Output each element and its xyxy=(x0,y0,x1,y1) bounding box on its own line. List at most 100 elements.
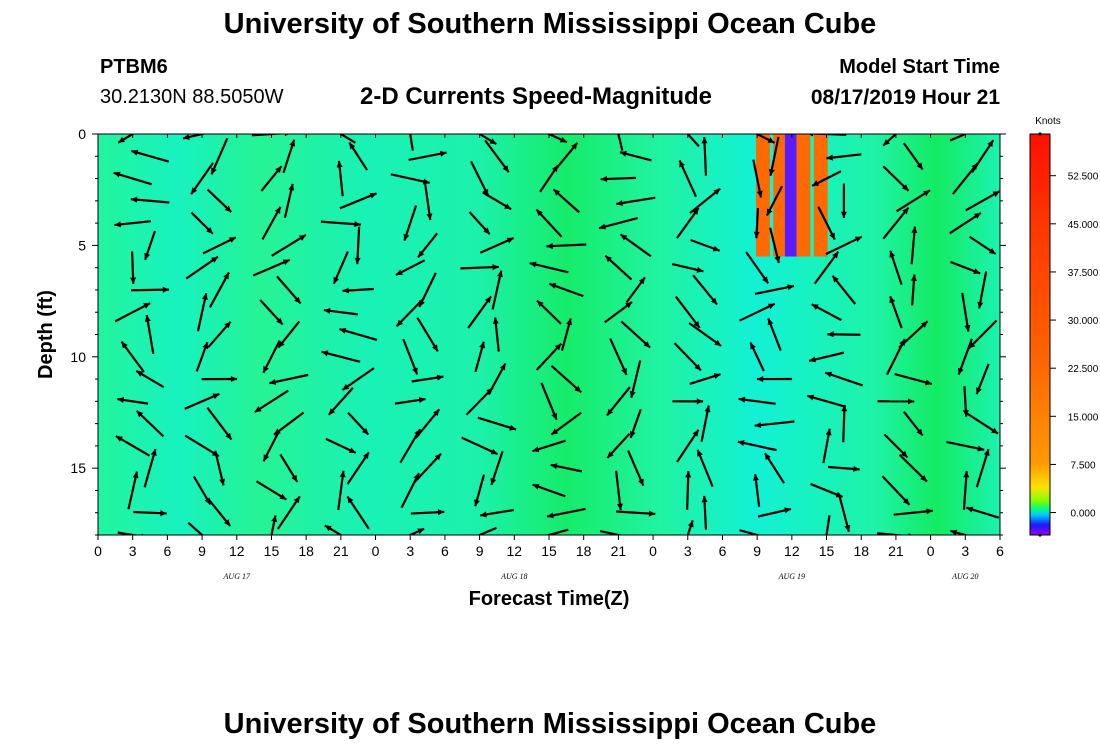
current-arrow xyxy=(676,429,700,463)
current-arrow xyxy=(283,183,295,219)
current-arrow xyxy=(965,190,1000,212)
model-start-value: 08/17/2019 Hour 21 xyxy=(810,86,1000,109)
current-arrow xyxy=(598,217,639,230)
current-arrow xyxy=(966,412,999,435)
current-arrow xyxy=(114,220,152,228)
x-tick-label: 21 xyxy=(333,543,349,559)
current-arrow xyxy=(749,342,765,372)
current-arrow xyxy=(482,191,512,211)
current-arrow xyxy=(701,495,708,530)
current-arrow xyxy=(768,136,780,176)
speed-patch xyxy=(784,134,799,257)
colorbar-tick-label: 52.500 xyxy=(1068,172,1099,183)
current-arrow xyxy=(476,526,497,535)
x-tick-label: 18 xyxy=(853,543,869,559)
current-arrow xyxy=(969,235,997,255)
current-arrow xyxy=(411,374,444,383)
current-arrow xyxy=(738,396,776,405)
current-arrow xyxy=(672,398,704,405)
model-start-label: Model Start Time xyxy=(839,56,1000,78)
current-arrow xyxy=(130,251,137,284)
current-arrow xyxy=(975,363,990,395)
colorbar-tick-label: 30.000 xyxy=(1068,316,1099,327)
current-arrow xyxy=(753,207,760,239)
current-arrow xyxy=(754,284,795,295)
current-arrow xyxy=(117,396,149,405)
y-tick-label: 5 xyxy=(78,237,86,253)
current-arrow xyxy=(259,299,284,326)
current-arrow xyxy=(824,371,864,387)
current-arrow xyxy=(550,463,583,473)
current-arrow xyxy=(946,440,985,452)
current-arrow xyxy=(817,206,836,241)
current-arrow xyxy=(260,165,283,192)
current-arrow xyxy=(962,386,969,417)
current-arrow xyxy=(468,211,491,235)
current-arrow xyxy=(739,529,762,535)
current-arrow xyxy=(882,165,910,192)
current-arrow xyxy=(271,234,307,257)
colorbar-tick-label: 45.000 xyxy=(1068,220,1099,231)
current-arrow xyxy=(460,264,499,271)
current-arrow xyxy=(414,408,441,439)
current-arrow xyxy=(962,470,970,510)
current-arrow xyxy=(606,433,631,459)
current-arrow xyxy=(752,473,761,507)
x-tick-label: 6 xyxy=(719,543,727,559)
colorbar-unit: Knots xyxy=(1035,116,1061,127)
colorbar-tick-label: 22.500 xyxy=(1068,364,1099,375)
current-arrow xyxy=(950,529,970,535)
current-arrow xyxy=(413,452,442,484)
current-arrow xyxy=(615,470,623,511)
current-arrow xyxy=(536,299,562,325)
current-arrow xyxy=(320,220,361,228)
current-arrow xyxy=(910,226,918,265)
current-arrow xyxy=(673,342,702,372)
current-arrow xyxy=(279,453,299,483)
current-arrow xyxy=(276,495,301,530)
current-arrow xyxy=(339,327,378,341)
current-arrow xyxy=(752,159,763,198)
current-arrow xyxy=(323,307,359,316)
current-arrow xyxy=(767,318,782,351)
current-arrow xyxy=(763,452,786,484)
current-arrow xyxy=(606,386,631,417)
current-arrow xyxy=(321,350,361,363)
current-arrow xyxy=(837,493,851,532)
current-arrow xyxy=(949,134,969,142)
current-arrow xyxy=(895,189,931,213)
current-arrow xyxy=(841,404,848,443)
current-arrow xyxy=(840,183,847,219)
current-arrow xyxy=(898,320,929,349)
current-arrow xyxy=(479,508,514,518)
date-label: AUG 20 xyxy=(951,572,978,581)
current-arrow xyxy=(688,322,722,347)
current-arrow xyxy=(825,235,863,256)
station-id: PTBM6 xyxy=(100,56,168,78)
current-arrow xyxy=(208,271,230,308)
current-arrow xyxy=(477,416,517,431)
x-tick-label: 15 xyxy=(819,543,835,559)
current-arrow xyxy=(692,274,718,306)
x-tick-label: 0 xyxy=(927,543,935,559)
current-arrow xyxy=(616,510,656,517)
current-arrow xyxy=(535,342,563,371)
current-arrow xyxy=(532,439,566,453)
current-arrow xyxy=(882,206,910,240)
current-arrow xyxy=(894,373,933,386)
x-tick-label: 12 xyxy=(507,543,523,559)
current-arrow xyxy=(552,188,580,214)
speed-patch xyxy=(773,134,788,257)
current-arrow xyxy=(336,160,344,197)
current-arrow xyxy=(893,508,933,516)
current-arrow xyxy=(700,405,711,442)
current-arrow xyxy=(966,506,1000,519)
current-arrow xyxy=(403,205,418,242)
current-arrow xyxy=(967,319,998,350)
x-tick-label: 21 xyxy=(888,543,904,559)
current-arrow xyxy=(144,230,157,261)
current-arrow xyxy=(325,437,357,454)
y-tick-label: 0 xyxy=(78,126,86,142)
current-arrow xyxy=(548,282,584,298)
current-arrow xyxy=(756,376,793,383)
